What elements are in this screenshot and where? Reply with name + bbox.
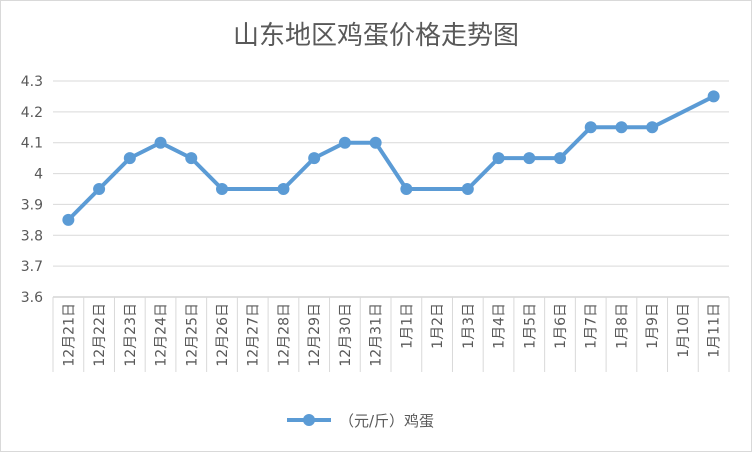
data-point bbox=[646, 121, 659, 134]
data-point bbox=[369, 136, 382, 149]
y-tick-label: 3.9 bbox=[21, 197, 43, 213]
x-tick-label: 12月21日 bbox=[61, 303, 77, 367]
legend-marker-icon bbox=[303, 414, 315, 426]
data-point bbox=[554, 152, 566, 165]
y-tick-label: 4.3 bbox=[21, 74, 43, 90]
x-tick-label: 1月10日 bbox=[676, 303, 692, 358]
x-tick-label: 1月7日 bbox=[584, 303, 600, 349]
data-point bbox=[216, 183, 228, 195]
x-tick-label: 12月27日 bbox=[246, 303, 262, 367]
x-tick-label: 1月6日 bbox=[553, 303, 569, 349]
y-tick-label: 4.2 bbox=[21, 105, 43, 121]
legend-label: （元/斤）鸡蛋 bbox=[339, 412, 434, 430]
data-point bbox=[123, 152, 136, 165]
series-group bbox=[62, 90, 720, 226]
data-point bbox=[584, 121, 597, 134]
chart-title: 山东地区鸡蛋价格走势图 bbox=[232, 21, 519, 51]
x-tick-label: 12月23日 bbox=[123, 303, 139, 367]
data-point bbox=[707, 90, 720, 103]
x-axis bbox=[52, 297, 730, 372]
y-tick-label: 4.1 bbox=[21, 136, 43, 152]
x-tick-label: 1月3日 bbox=[461, 303, 477, 349]
x-tick-label: 12月26日 bbox=[215, 303, 231, 367]
x-tick-label: 1月1日 bbox=[399, 303, 415, 349]
x-tick-label: 1月8日 bbox=[614, 303, 630, 349]
x-tick-label: 12月31日 bbox=[369, 303, 385, 367]
y-tick-label: 4 bbox=[34, 167, 43, 183]
x-tick-label: 1月9日 bbox=[645, 303, 661, 349]
x-tick-label: 12月25日 bbox=[184, 303, 200, 367]
data-point bbox=[154, 136, 167, 149]
data-point bbox=[277, 183, 290, 195]
data-point bbox=[400, 183, 413, 195]
x-tick-label: 1月5日 bbox=[522, 303, 538, 349]
data-point bbox=[308, 152, 321, 165]
x-tick-label: 12月24日 bbox=[154, 303, 170, 367]
data-point bbox=[523, 152, 536, 165]
y-axis-ticks: 3.6 3.7 3.8 3.9 4 4.1 4.2 4.3 bbox=[21, 74, 43, 306]
y-tick-label: 3.7 bbox=[21, 259, 43, 275]
data-point bbox=[338, 136, 351, 149]
x-tick-label: 1月2日 bbox=[430, 303, 446, 349]
data-point bbox=[615, 121, 628, 134]
x-tick-label: 12月28日 bbox=[276, 303, 292, 367]
grid-lines bbox=[53, 80, 729, 298]
series-line bbox=[66, 94, 716, 222]
data-point bbox=[492, 152, 505, 165]
y-tick-label: 3.8 bbox=[21, 228, 43, 244]
data-point bbox=[461, 183, 474, 195]
x-tick-label: 1月4日 bbox=[492, 303, 508, 349]
legend: （元/斤）鸡蛋 bbox=[287, 412, 434, 430]
data-point bbox=[62, 213, 75, 226]
data-point bbox=[93, 183, 106, 195]
x-tick-label: 1月11日 bbox=[707, 303, 723, 358]
x-axis-ticks: 12月21日 12月22日 12月23日 12月24日 12月25日 12月26日 12月2… bbox=[61, 303, 722, 367]
y-tick-label: 3.6 bbox=[21, 290, 43, 306]
x-tick-label: 12月30日 bbox=[338, 303, 354, 367]
x-tick-label: 12月29日 bbox=[307, 303, 323, 367]
x-tick-label: 12月22日 bbox=[92, 303, 108, 367]
data-point bbox=[185, 152, 198, 165]
